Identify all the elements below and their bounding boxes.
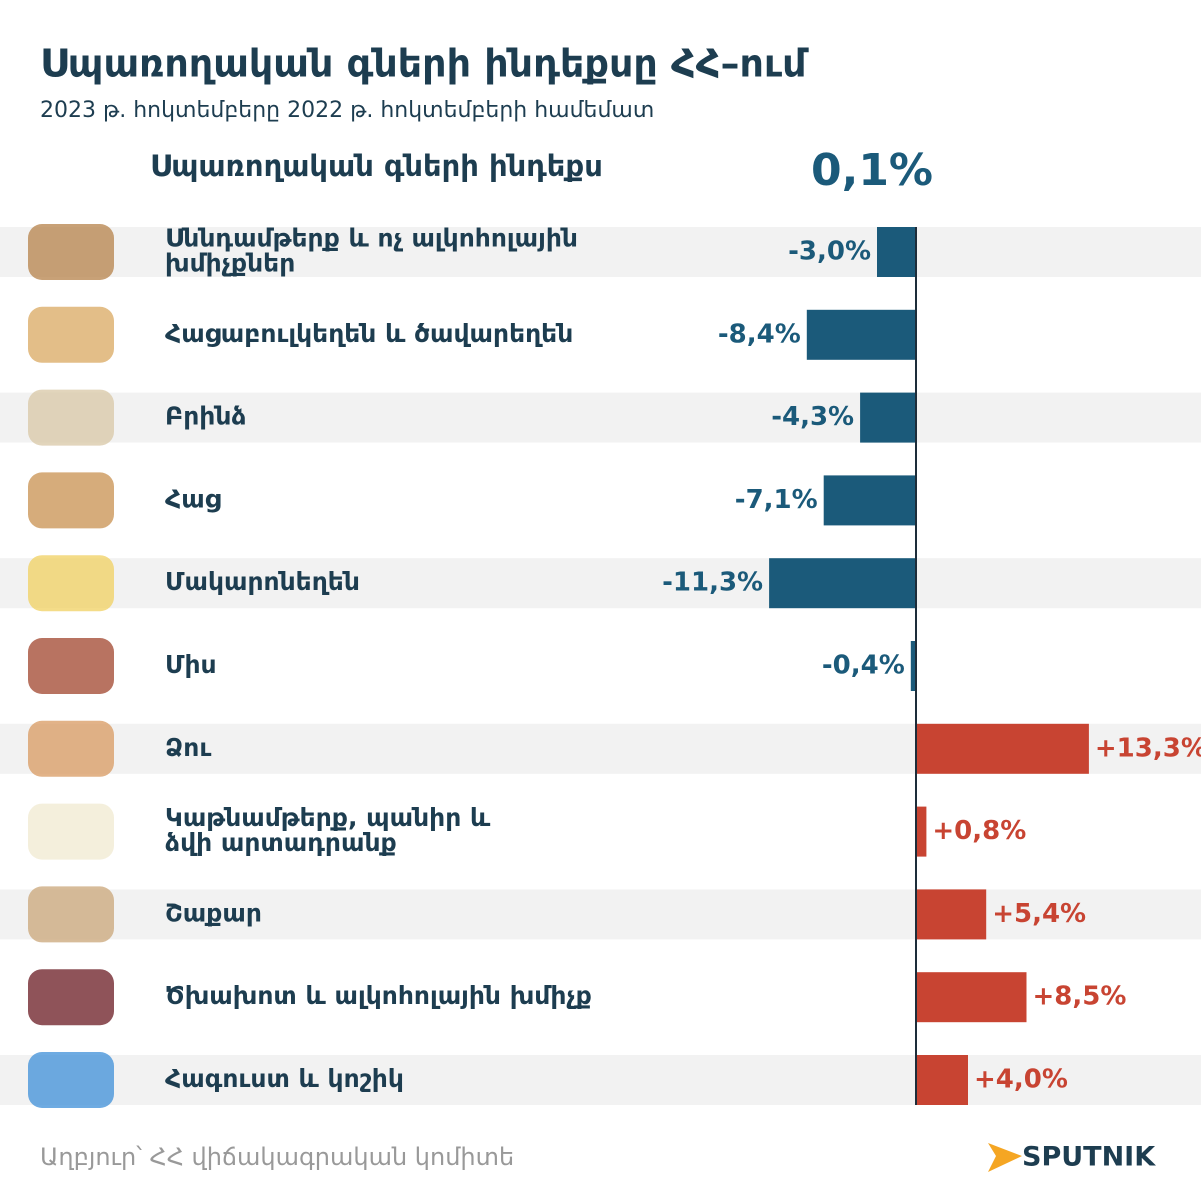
value-label: +0,8% [932,816,1026,846]
icon [28,886,114,943]
icon [28,720,114,777]
value-label: +8,5% [1033,982,1127,1012]
icon [28,803,114,860]
bar [806,309,916,360]
value-label: +4,0% [974,1065,1068,1095]
value-label: +5,4% [992,899,1086,929]
category-label: Ծխախոտ և ալկոհոլային խմիչք [165,981,592,1010]
icon [28,1052,114,1108]
category-label: Ձու [165,733,211,762]
index-value: 0,1% [811,145,933,196]
value-label: -8,4% [718,319,801,349]
value-label: -0,4% [822,651,905,681]
bar [916,1055,968,1105]
value-label: -7,1% [735,485,818,515]
source: Աղբյուր՝ ՀՀ վիճակագրական կոմիտե [40,1143,514,1171]
icon [28,555,114,612]
category-label: Միս [165,650,217,679]
bar [910,641,916,691]
bar [916,889,987,940]
row-band [0,227,1201,277]
row-band [0,889,1201,940]
chart-title: Սպառողական գների ինդեքսը ՀՀ–ում [40,42,809,86]
index-label: Սպառողական գների ինդեքս [150,149,603,183]
category-label: Կաթնամթերք, պանիր և ձվի արտադրանք [165,803,491,857]
category-label: Հաց [165,484,221,513]
bar [916,723,1089,774]
value-label: -11,3% [662,568,763,598]
category-label: Հացաբուլկեղեն և ծավարեղեն [165,319,573,348]
icon [28,306,114,363]
value-label: -4,3% [771,402,854,432]
bar [823,475,916,526]
value-label: -3,0% [788,237,871,267]
category-label: Մակարոնեղեն [165,567,360,596]
logo: SPUTNIK [1022,1142,1156,1173]
icon [28,389,114,446]
bar [916,806,927,857]
category-label: Հագուստ և կոշիկ [165,1064,404,1093]
chart-subtitle: 2023 թ. հոկտեմբերը 2022 թ. հոկտեմբերի հա… [40,98,654,123]
icon [28,472,114,529]
logo-mark [988,1143,1022,1172]
row-band [0,558,1201,609]
value-label: +13,3% [1095,733,1201,763]
bar [916,972,1027,1023]
row-band [0,392,1201,443]
category-label: Բրինձ [165,402,247,431]
bar [769,558,916,609]
category-label: Շաքար [165,898,262,927]
row-band [0,1055,1201,1105]
bar [877,227,916,277]
icon [28,969,114,1026]
icon [28,638,114,694]
category-label: Սննդամթերք և ոչ ալկոհոլային խմիչքներ [165,224,578,278]
icon [28,224,114,280]
bar [860,392,916,443]
